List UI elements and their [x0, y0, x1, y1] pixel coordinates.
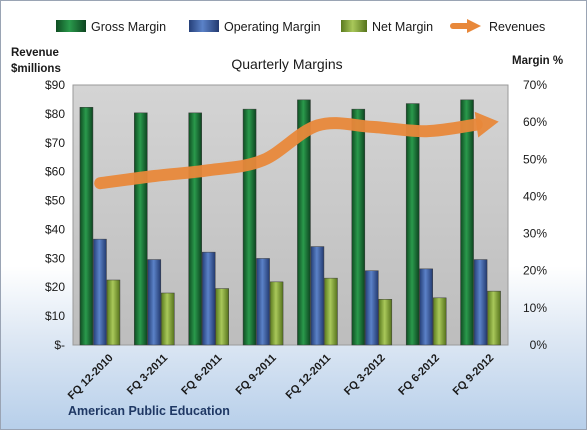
x-ticks: FQ 12-2010 FQ 3-2011 FQ 6-2011 FQ 9-2011 FQ …	[66, 352, 497, 402]
bar-gross-margin-fq-12-2011	[297, 99, 311, 346]
bar-operating-margin-fq-3-2012	[365, 270, 379, 346]
y-left-tick-label: $70	[45, 136, 65, 150]
y-right-tick-label: 70%	[523, 78, 547, 92]
y-right-tick-label: 0%	[530, 338, 548, 352]
y-left-tick-label: $40	[45, 222, 65, 236]
bar-operating-margin-fq-9-2011	[256, 258, 270, 346]
y-left-tick-label: $20	[45, 280, 65, 294]
bar-gross-margin-fq-6-2012	[405, 103, 420, 346]
y-right-tick-label: 50%	[523, 152, 547, 166]
bar-net-margin-fq-6-2011	[215, 288, 229, 346]
y-left-axis-title-line2: $millions	[11, 63, 61, 75]
bar-net-margin-fq-12-2010	[106, 279, 121, 346]
bar-net-margin-fq-3-2011	[161, 292, 175, 346]
y-right-axis-title: Margin %	[512, 55, 563, 67]
x-tick-label-fq-9-2011: FQ 9-2011	[234, 352, 279, 397]
legend-swatch-net-margin	[341, 20, 367, 32]
y-left-tick-label: $50	[45, 194, 65, 208]
y-right-ticks: 0% 10% 20% 30% 40% 50% 60% 70%	[523, 78, 547, 352]
legend-swatch-operating-margin	[189, 20, 219, 32]
chart-title: Quarterly Margins	[231, 56, 342, 72]
legend-swatch-gross-margin	[56, 20, 86, 32]
legend-item-revenues: Revenues	[450, 19, 545, 34]
revenue-layer	[94, 111, 499, 190]
bar-gross-margin-fq-9-2012	[460, 99, 474, 346]
bar-operating-margin-fq-12-2010	[93, 238, 107, 346]
legend-item-operating-margin: Operating Margin	[189, 20, 321, 34]
y-left-tick-label: $-	[54, 338, 65, 352]
bar-gross-margin-fq-6-2011	[188, 112, 202, 346]
legend-label-gross-margin: Gross Margin	[91, 20, 166, 34]
y-left-tick-label: $10	[45, 309, 65, 323]
y-left-axis-title-line1: Revenue	[11, 47, 59, 59]
x-tick-label-fq-3-2012: FQ 3-2012	[342, 352, 388, 398]
revenues-arrowhead	[474, 111, 499, 138]
legend-item-gross-margin: Gross Margin	[56, 20, 166, 34]
legend-label-net-margin: Net Margin	[372, 20, 433, 34]
legend: Gross Margin Operating Margin Net Margin…	[56, 19, 545, 34]
bar-net-margin-fq-12-2011	[324, 277, 338, 346]
company-name: American Public Education	[68, 404, 230, 418]
y-right-tick-label: 40%	[523, 189, 547, 203]
bar-operating-margin-fq-6-2011	[201, 251, 216, 346]
bar-gross-margin-fq-3-2011	[134, 112, 148, 346]
legend-label-revenues: Revenues	[489, 20, 545, 34]
y-left-tick-label: $30	[45, 251, 65, 265]
y-left-tick-label: $80	[45, 107, 65, 121]
x-tick-label-fq-6-2011: FQ 6-2011	[179, 352, 224, 397]
y-left-ticks: $- $10 $20 $30 $40 $50 $60 $70 $80 $90	[45, 78, 65, 352]
x-tick-label-fq-12-2010: FQ 12-2010	[66, 352, 116, 402]
bar-net-margin-fq-3-2012	[378, 299, 393, 346]
bar-operating-margin-fq-3-2011	[147, 259, 162, 346]
legend-label-operating-margin: Operating Margin	[224, 20, 321, 34]
y-left-tick-label: $60	[45, 165, 65, 179]
bars-layer	[79, 99, 501, 346]
bar-net-margin-fq-9-2011	[269, 281, 284, 346]
x-tick-label-fq-12-2011: FQ 12-2011	[284, 352, 334, 402]
legend-arrow-revenues	[467, 19, 481, 33]
bar-operating-margin-fq-12-2011	[310, 246, 325, 346]
y-right-tick-label: 60%	[523, 115, 547, 129]
bar-net-margin-fq-6-2012	[432, 297, 447, 346]
bar-gross-margin-fq-9-2011	[242, 108, 257, 346]
x-tick-label-fq-6-2012: FQ 6-2012	[396, 352, 442, 398]
bar-net-margin-fq-9-2012	[487, 290, 501, 346]
y-right-tick-label: 10%	[523, 301, 547, 315]
bar-operating-margin-fq-9-2012	[473, 259, 488, 346]
y-right-tick-label: 20%	[523, 264, 547, 278]
revenues-line	[94, 117, 483, 190]
y-left-tick-label: $90	[45, 78, 65, 92]
bar-operating-margin-fq-6-2012	[419, 268, 433, 346]
legend-item-net-margin: Net Margin	[341, 20, 433, 34]
x-tick-label-fq-3-2011: FQ 3-2011	[125, 352, 170, 397]
x-tick-label-fq-9-2012: FQ 9-2012	[451, 352, 497, 398]
y-right-tick-label: 30%	[523, 227, 547, 241]
bar-gross-margin-fq-12-2010	[79, 107, 94, 346]
bar-gross-margin-fq-3-2012	[351, 108, 366, 346]
